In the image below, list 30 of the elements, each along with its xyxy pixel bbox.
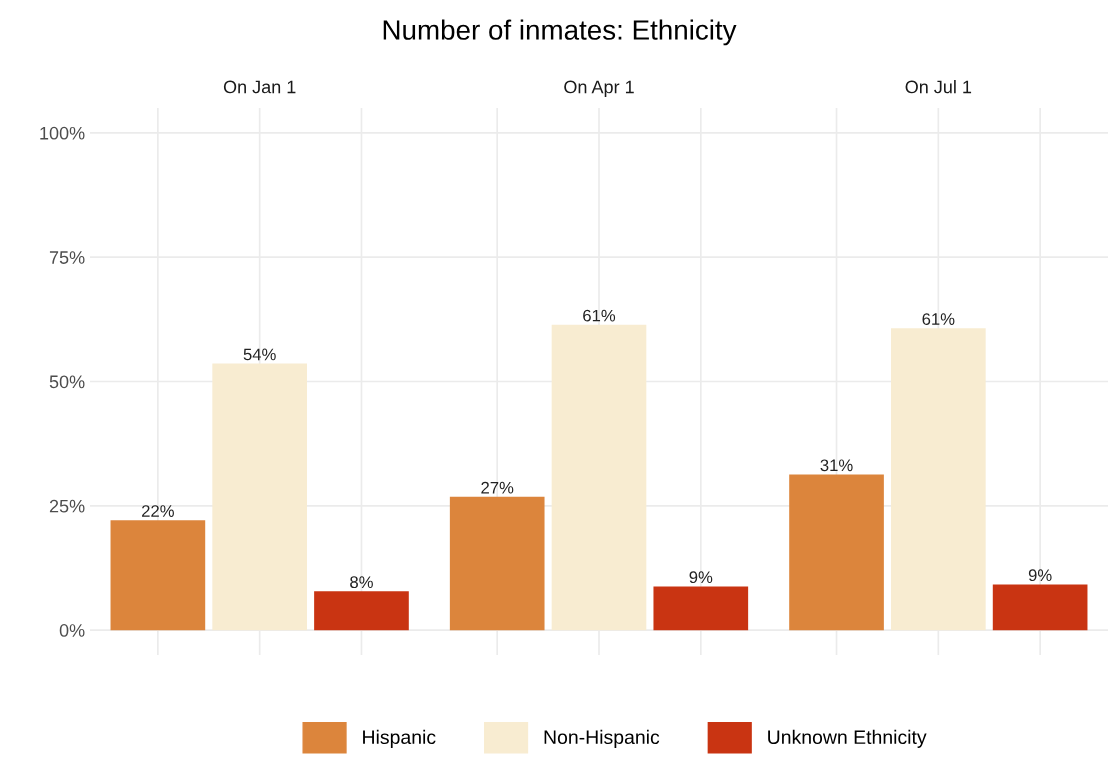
y-tick-label: 25% xyxy=(49,499,85,513)
bar xyxy=(551,324,647,631)
x-tick-label: On Apr 1 xyxy=(564,80,634,97)
data-label: 8% xyxy=(350,576,373,589)
legend-label: Non-Hispanic xyxy=(544,729,660,748)
data-label: 31% xyxy=(820,459,853,472)
legend-label: Unknown Ethnicity xyxy=(768,729,927,748)
bar xyxy=(110,520,206,631)
data-label: 54% xyxy=(243,348,276,361)
data-label: 22% xyxy=(142,505,174,517)
data-label: 9% xyxy=(1028,569,1052,582)
bar xyxy=(891,328,986,631)
x-tick-label: On Jan 1 xyxy=(223,80,296,94)
chart-title: Number of inmates: Ethnicity xyxy=(383,19,737,46)
data-label: 61% xyxy=(583,309,616,322)
data-label: 61% xyxy=(922,313,955,325)
bar xyxy=(653,586,749,631)
x-tick-label: On Jul 1 xyxy=(905,80,972,94)
y-tick-label: 75% xyxy=(49,251,85,264)
y-tick-label: 0% xyxy=(59,624,85,637)
data-label: 27% xyxy=(481,481,514,494)
bar xyxy=(212,363,307,631)
bar xyxy=(449,496,545,631)
legend-label: Hispanic xyxy=(363,729,436,748)
data-label: 9% xyxy=(689,571,713,584)
bar xyxy=(314,591,409,631)
bar xyxy=(789,474,884,631)
bar xyxy=(992,584,1088,631)
y-tick-label: 100% xyxy=(40,126,85,140)
y-tick-label: 50% xyxy=(49,375,85,389)
